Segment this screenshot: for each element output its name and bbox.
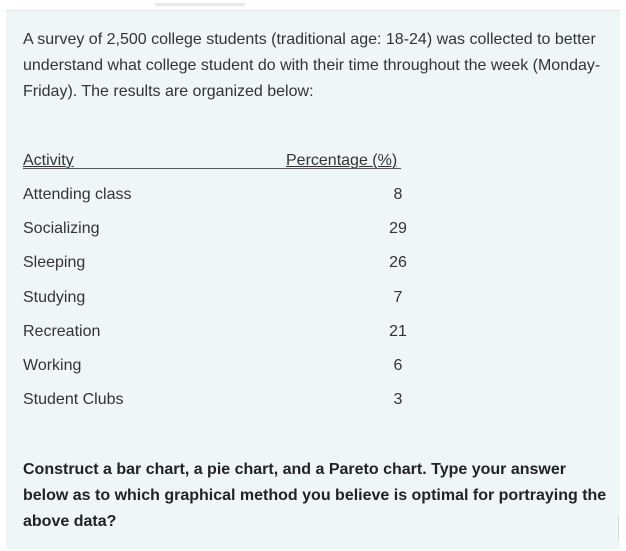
row-activity: Student Clubs [23, 391, 124, 408]
question-panel: A survey of 2,500 college students (trad… [6, 10, 626, 549]
row-activity: Sleeping [23, 254, 86, 271]
row-percentage: 6 [393, 357, 403, 374]
table-header-percentage: Percentage (%) [286, 152, 398, 169]
row-activity: Recreation [23, 323, 101, 340]
table-header-rule [23, 168, 401, 169]
row-percentage: 26 [389, 254, 407, 271]
row-percentage: 8 [393, 186, 403, 203]
row-percentage: 21 [389, 323, 407, 340]
question-prompt: Construct a bar chart, a pie chart, and … [23, 461, 607, 530]
intro-paragraph: A survey of 2,500 college students (trad… [23, 31, 601, 100]
answer-box-edge[interactable] [618, 516, 626, 540]
row-percentage: 3 [393, 391, 403, 408]
table-row: Working 6 [23, 356, 423, 376]
row-percentage: 7 [393, 289, 403, 306]
row-activity: Attending class [23, 186, 132, 203]
table-row: Attending class 8 [23, 185, 423, 205]
top-divider [155, 3, 245, 6]
table-row: Studying 7 [23, 288, 423, 308]
row-percentage: 29 [389, 220, 407, 237]
table-row: Student Clubs 3 [23, 390, 423, 410]
row-activity: Socializing [23, 220, 100, 237]
table-header-activity: Activity [23, 152, 74, 169]
table-row: Recreation 21 [23, 322, 423, 342]
row-activity: Working [23, 357, 82, 374]
row-activity: Studying [23, 289, 86, 306]
table-row: Sleeping 26 [23, 253, 423, 273]
table-row: Socializing 29 [23, 219, 423, 239]
